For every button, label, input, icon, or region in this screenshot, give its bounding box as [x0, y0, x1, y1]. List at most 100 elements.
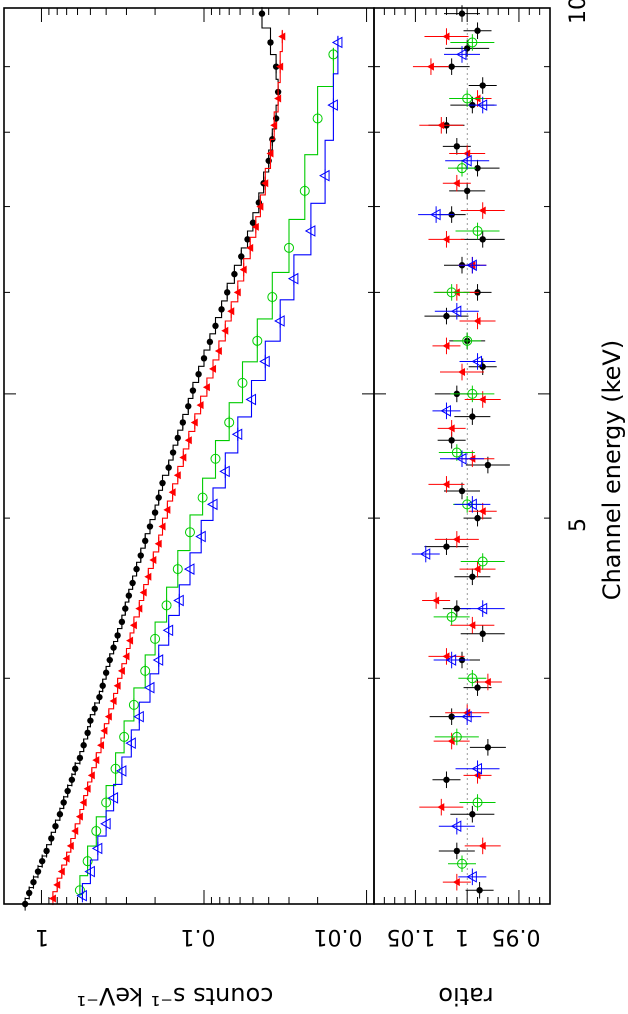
ratio-point	[455, 452, 467, 465]
spectrum-point	[87, 717, 94, 724]
spectrum-point	[183, 563, 195, 575]
spectrum-point	[219, 465, 230, 478]
spectrum-point	[84, 865, 95, 878]
spectrum-point	[48, 835, 55, 842]
spectrum-point	[165, 464, 172, 471]
spectrum-point	[151, 509, 159, 516]
spectrum-point	[197, 492, 208, 503]
spectrum-point	[259, 355, 270, 368]
spectrum-point	[60, 799, 67, 806]
ratio-point	[473, 316, 481, 325]
spectrum-point	[115, 765, 127, 777]
ratio-point	[440, 404, 451, 417]
spectrum-point	[179, 453, 187, 462]
spectrum-point	[135, 604, 143, 613]
axes-ticks	[4, 7, 550, 905]
spectrum-point	[245, 393, 257, 406]
spectrum-point	[101, 797, 112, 808]
ratio-tick-label-0.95: 0.95	[492, 924, 541, 949]
spectrum-point	[274, 94, 282, 103]
spectrum-point	[113, 681, 121, 690]
ratio-panel	[411, 5, 510, 904]
ratio-point	[430, 208, 441, 221]
spectrum-point	[107, 792, 119, 804]
spectrum-panel	[21, 6, 343, 911]
spectrum-point	[299, 185, 310, 196]
spectrum-point	[195, 530, 206, 543]
ratio-point	[471, 355, 483, 368]
spectrum-point	[79, 798, 87, 807]
spectrum-point	[125, 592, 133, 599]
ratio-point	[426, 62, 434, 71]
ratio-point	[474, 27, 481, 34]
spectrum-point	[249, 219, 257, 226]
spectrum-point	[126, 636, 134, 645]
spectrum-point	[258, 10, 266, 17]
spectrum-point	[66, 841, 74, 850]
spectrum-point	[304, 225, 316, 237]
ratio-point	[447, 424, 455, 433]
ratio-point	[419, 548, 431, 560]
ratio-point	[469, 573, 476, 580]
spectrum-point	[30, 878, 37, 886]
ratio-point	[479, 236, 486, 243]
spectrum-point	[143, 681, 155, 694]
ratio-point	[462, 335, 473, 346]
ratio-point	[476, 99, 488, 111]
ratio-point	[461, 710, 472, 723]
ratio-point	[467, 37, 478, 48]
y-tick-label-0.01: 0.01	[314, 924, 363, 949]
spectrum-point	[102, 669, 110, 676]
ratio-point	[458, 10, 466, 17]
spectrum-point	[261, 179, 269, 188]
ratio-point	[472, 797, 483, 808]
spectrum-point	[109, 696, 117, 705]
ratio-point	[457, 858, 467, 869]
spectrum-point	[267, 292, 278, 303]
ratio-point	[458, 487, 466, 495]
spectrum-point	[233, 288, 241, 297]
x-tick-label-5: 5	[566, 518, 591, 532]
spectrum-point	[195, 370, 202, 378]
spectrum-point	[150, 633, 161, 644]
spectrum-point	[231, 428, 243, 441]
spectrum-point	[218, 306, 225, 313]
ratio-point	[479, 630, 486, 637]
spectrum-point	[162, 624, 174, 637]
ratio-tick-label-1: 1	[455, 924, 469, 949]
spectrum-point	[122, 605, 129, 612]
spectrum-point	[174, 434, 181, 442]
ratio-point	[484, 744, 492, 751]
spectrum-point	[168, 488, 176, 497]
spectrum-point	[76, 889, 87, 902]
ratio-point	[450, 305, 462, 318]
spectrum-point	[75, 812, 83, 821]
spectrum-point	[38, 857, 46, 865]
spectrum-point	[272, 63, 280, 70]
spectrum-point	[53, 880, 61, 889]
spectrum-point	[84, 729, 91, 737]
spectrum-point	[158, 522, 166, 531]
spectrum-point	[179, 419, 187, 426]
spectrum-point	[91, 842, 103, 855]
spectrum-point	[224, 417, 235, 428]
ratio-point	[472, 225, 483, 236]
spectrum-point	[118, 618, 126, 626]
ratio-point	[452, 878, 460, 887]
spectrum-point	[163, 505, 171, 514]
ratio-point	[442, 235, 450, 244]
spectrum-point	[173, 594, 184, 607]
spectrum-point	[97, 741, 105, 750]
spectrum-point	[185, 403, 192, 410]
spectrum-point	[200, 355, 208, 362]
ratio-point	[469, 413, 476, 420]
ratio-y-axis-label: ratio	[438, 982, 493, 1010]
spectrum-point	[82, 856, 93, 867]
spectrum-point	[114, 632, 121, 639]
spectrum-point	[210, 453, 221, 464]
ratio-panel-frame	[373, 7, 551, 905]
spectrum-point	[246, 243, 254, 252]
x-tick-label-10: 10	[566, 0, 591, 24]
spectrum-point	[327, 99, 338, 111]
